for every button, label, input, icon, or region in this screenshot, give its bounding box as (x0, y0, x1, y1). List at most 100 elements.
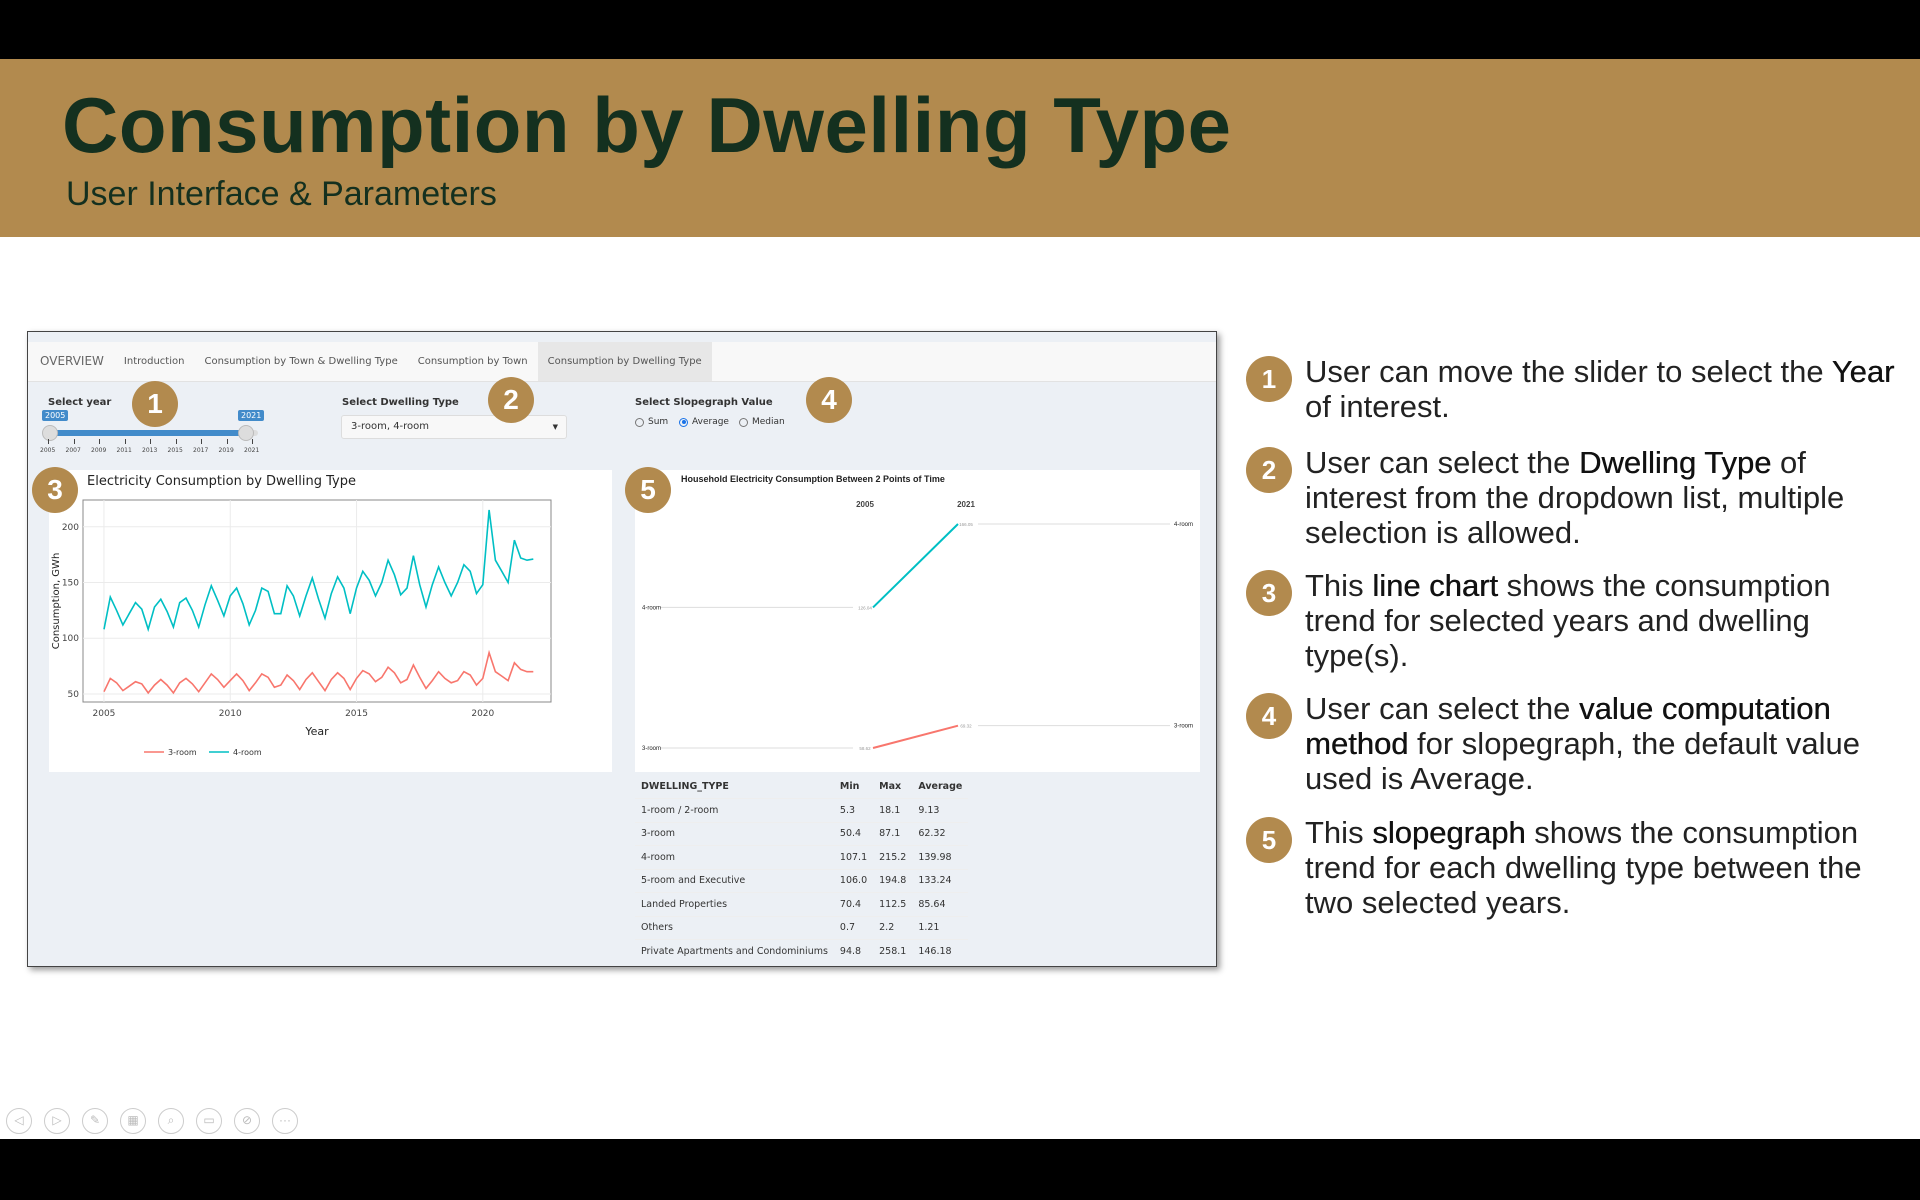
pen-icon[interactable]: ✎ (82, 1108, 108, 1134)
slider-handle-from[interactable] (42, 425, 58, 441)
slider-tick (99, 439, 100, 444)
note-text: User can move the slider to select the Y… (1305, 354, 1905, 424)
marker-1: 1 (132, 381, 178, 427)
left-label: 4-room (642, 605, 661, 611)
note-text: This line chart shows the consumption tr… (1305, 568, 1905, 673)
note-emphasis: Dwelling Type (1578, 445, 1772, 480)
note-marker: 1 (1246, 356, 1292, 402)
line-chart-panel: 50 100 150 200 2005 2010 2015 2020 3-room 4-room E… (49, 470, 612, 772)
note-marker: 2 (1246, 447, 1292, 493)
table-row: 3-room 50.4 87.1 62.32 (635, 821, 969, 846)
slider-tick-label: 2013 (142, 447, 158, 454)
header-band (0, 59, 1920, 237)
column-header[interactable]: DWELLING_TYPE (641, 781, 729, 792)
table-cell: 62.32 (912, 821, 969, 846)
tab-introduction[interactable]: Introduction (123, 356, 185, 367)
x-tick-label: 2005 (93, 709, 116, 719)
app-screenshot: OVERVIEW Introduction Consumption by Tow… (27, 331, 1217, 967)
note-text: User can select the (1305, 445, 1579, 480)
radio-circle-selected[interactable] (679, 417, 688, 427)
subtitles-icon[interactable]: ▭ (196, 1108, 222, 1134)
note-marker: 3 (1246, 570, 1292, 616)
tab-overview[interactable]: OVERVIEW (40, 354, 104, 368)
marker-3: 3 (32, 467, 78, 513)
marker-4: 4 (806, 377, 852, 423)
table-row: Private Apartments and Condominiums 94.8 2… (635, 939, 969, 963)
next-icon[interactable]: ▷ (44, 1108, 70, 1134)
radio-circle[interactable] (739, 417, 748, 427)
table-cell: 87.1 (873, 821, 913, 846)
series-line-4-room (103, 509, 534, 633)
marker-2: 2 (488, 377, 534, 423)
tab-town-dwelling[interactable]: Consumption by Town & Dwelling Type (204, 356, 398, 367)
slope-line-3-room (872, 724, 959, 749)
year-slider[interactable]: 2005 2021 2005 2007 2009 2011 2013 2015 2017 20… (40, 410, 282, 460)
line-chart: 50 100 150 200 2005 2010 2015 2020 3-room 4-room E… (51, 474, 552, 757)
note-text: shows the consumption trend for selected… (1305, 568, 1831, 673)
tab-dwelling-type[interactable]: Consumption by Dwelling Type (537, 342, 712, 381)
table-cell: 2.2 (873, 915, 913, 940)
slider-tick-label: 2009 (91, 447, 107, 454)
table-row: 4-room 107.1 215.2 139.98 (635, 845, 969, 869)
column-header[interactable]: Max (879, 781, 902, 792)
table-cell: Landed Properties (635, 892, 834, 916)
radio-label: Sum (648, 417, 669, 427)
table-cell: Others (635, 915, 834, 940)
bottom-letterbox (0, 1139, 1920, 1200)
table-row: 1-room / 2-room 5.3 18.1 9.13 (635, 798, 969, 822)
slider-from-badge: 2005 (42, 410, 69, 421)
more-icon[interactable]: ··· (272, 1108, 298, 1134)
plot-area (82, 499, 552, 703)
chart-title: Electricity Consumption by Dwelling Type (87, 474, 356, 489)
note-text: This (1305, 568, 1373, 603)
note-emphasis: Year (1831, 354, 1895, 389)
slider-tick (252, 439, 253, 444)
tab-town[interactable]: Consumption by Town (417, 356, 528, 367)
table-row: Landed Properties 70.4 112.5 85.64 (635, 892, 969, 916)
radio-circle[interactable] (635, 417, 644, 427)
slope-value-label: Select Slopegraph Value (635, 397, 773, 408)
radio-median[interactable]: Median (739, 417, 785, 427)
prev-icon[interactable]: ◁ (6, 1108, 32, 1134)
note-text: of interest. (1305, 389, 1450, 424)
radio-average[interactable]: Average (679, 417, 729, 427)
table-cell: 18.1 (873, 798, 913, 822)
radio-label: Average (692, 417, 729, 427)
note-text: User can select the value computation me… (1305, 691, 1905, 796)
table-cell: 106.0 (833, 868, 874, 893)
right-label: 4-room (1174, 522, 1193, 528)
summary-table: DWELLING_TYPE Min Max Average 1-room / 2-roo… (635, 775, 969, 963)
camera-off-icon[interactable]: ⊘ (234, 1108, 260, 1134)
slides-icon[interactable]: ▦ (120, 1108, 146, 1134)
slider-tick-label: 2019 (218, 447, 234, 454)
slider-tick (124, 439, 126, 444)
table-cell: 9.13 (912, 798, 969, 822)
radio-label: Median (752, 417, 785, 427)
series-line-3-room (103, 649, 534, 695)
caret-down-icon: ▼ (552, 423, 558, 431)
slider-tick-label: 2015 (167, 447, 183, 454)
note-text: shows the consumption trend for each dwe… (1305, 815, 1862, 920)
dwelling-type-dropdown[interactable]: 3-room, 4-room ▼ (341, 415, 567, 439)
left-label: 3-room (642, 746, 661, 752)
note-emphasis: line chart (1372, 568, 1498, 603)
marker-5: 5 (625, 467, 671, 513)
slider-handle-to[interactable] (238, 425, 254, 441)
x-tick-label: 2015 (345, 709, 368, 719)
slopegraph: Household Electricity Consumption Betwee… (642, 474, 1193, 752)
column-header[interactable]: Average (918, 781, 963, 792)
right-label: 3-room (1174, 724, 1193, 730)
slider-tick (226, 439, 228, 444)
zoom-icon[interactable]: ⌕ (158, 1108, 184, 1134)
year-label: Select year (48, 397, 112, 408)
year-header: 2005 (856, 500, 874, 509)
value-label: 58.62 (859, 746, 871, 751)
slider-tick (201, 439, 202, 444)
note-text: This (1305, 815, 1373, 850)
y-tick-label: 100 (62, 634, 79, 644)
dropdown-value: 3-room, 4-room (351, 421, 430, 432)
column-header[interactable]: Min (839, 781, 860, 792)
slopegraph-panel: Household Electricity Consumption Betwee… (635, 470, 1200, 772)
table-cell: 3-room (635, 821, 834, 846)
radio-sum[interactable]: Sum (635, 417, 668, 427)
